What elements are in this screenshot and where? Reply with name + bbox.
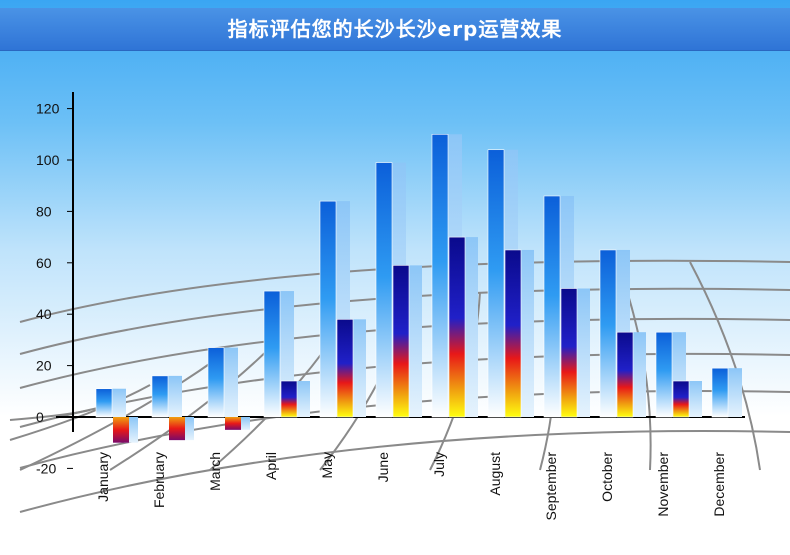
bar-series-1 xyxy=(95,388,113,418)
y-tick-label: 80 xyxy=(36,203,52,219)
bar-series-2 xyxy=(448,236,466,418)
chart-title: 指标评估您的长沙长沙erp运营效果 xyxy=(227,17,563,41)
x-category-label: September xyxy=(543,452,559,521)
bar-series-2 xyxy=(225,417,241,430)
bar-shadow xyxy=(350,319,366,417)
x-category-label: April xyxy=(263,452,279,480)
floor-grid-line xyxy=(689,261,761,471)
bar-series-1 xyxy=(487,149,505,418)
bar-series-2 xyxy=(113,417,129,443)
bar-shadow xyxy=(166,375,182,417)
bar-shadow xyxy=(518,249,534,417)
y-axis-ticks: -20 0 20 40 60 80 100 120 xyxy=(36,101,73,476)
x-category-label: October xyxy=(599,452,615,502)
bar-series-2 xyxy=(560,288,578,418)
bar-series-1 xyxy=(711,367,729,418)
bar-shadow xyxy=(110,388,126,417)
bar-shadow xyxy=(726,368,742,417)
bar-series-1 xyxy=(151,375,169,418)
bars xyxy=(95,134,742,443)
x-category-label: July xyxy=(431,452,447,477)
y-tick-label: -20 xyxy=(36,460,56,476)
x-category-label: February xyxy=(151,452,167,508)
x-category-label: March xyxy=(207,452,223,491)
bar-shadow xyxy=(574,288,590,417)
floor-grid-line xyxy=(9,384,151,441)
x-category-label: June xyxy=(375,452,391,483)
y-tick-label: 0 xyxy=(36,409,44,425)
x-category-label: November xyxy=(655,452,671,517)
bar-series-1 xyxy=(319,200,337,418)
bar-shadow xyxy=(686,381,702,417)
bar-series-2 xyxy=(280,380,298,418)
y-tick-label: 60 xyxy=(36,255,52,271)
y-tick-label: 40 xyxy=(36,306,52,322)
bar-series-1 xyxy=(599,249,617,418)
bar-shadow xyxy=(406,265,422,417)
floor-grid-line xyxy=(109,337,281,471)
bar-series-2 xyxy=(336,319,354,418)
bar-shadow xyxy=(222,347,238,417)
floor-grid-line xyxy=(19,430,790,513)
floor-grid-line xyxy=(9,409,91,421)
bar-series-1 xyxy=(263,290,281,418)
title-bar: 指标评估您的长沙长沙erp运营效果 xyxy=(0,8,790,51)
x-axis-categories: January February March April May June July Augu… xyxy=(95,452,727,521)
bar-series-1 xyxy=(375,162,393,418)
bar-series-2 xyxy=(504,249,522,418)
x-category-label: December xyxy=(711,452,727,517)
bar-series-1 xyxy=(655,331,673,418)
floor-grid-line xyxy=(19,359,216,471)
x-category-label: May xyxy=(319,452,335,478)
bar-series-1 xyxy=(431,134,449,418)
y-tick-label: 100 xyxy=(36,152,60,168)
bar-shadow xyxy=(294,381,310,417)
bar-series-2 xyxy=(672,380,690,418)
bar-series-1 xyxy=(207,347,225,418)
bar-series-1 xyxy=(543,195,561,418)
y-tick-label: 20 xyxy=(36,358,52,374)
x-category-label: August xyxy=(487,452,503,496)
bar-series-2 xyxy=(392,265,410,418)
y-tick-label: 120 xyxy=(36,101,60,117)
bar-series-2 xyxy=(616,331,634,418)
x-category-label: January xyxy=(95,452,111,502)
bar-shadow xyxy=(630,332,646,417)
bar-shadow xyxy=(462,237,478,417)
bar-series-2 xyxy=(169,417,185,441)
